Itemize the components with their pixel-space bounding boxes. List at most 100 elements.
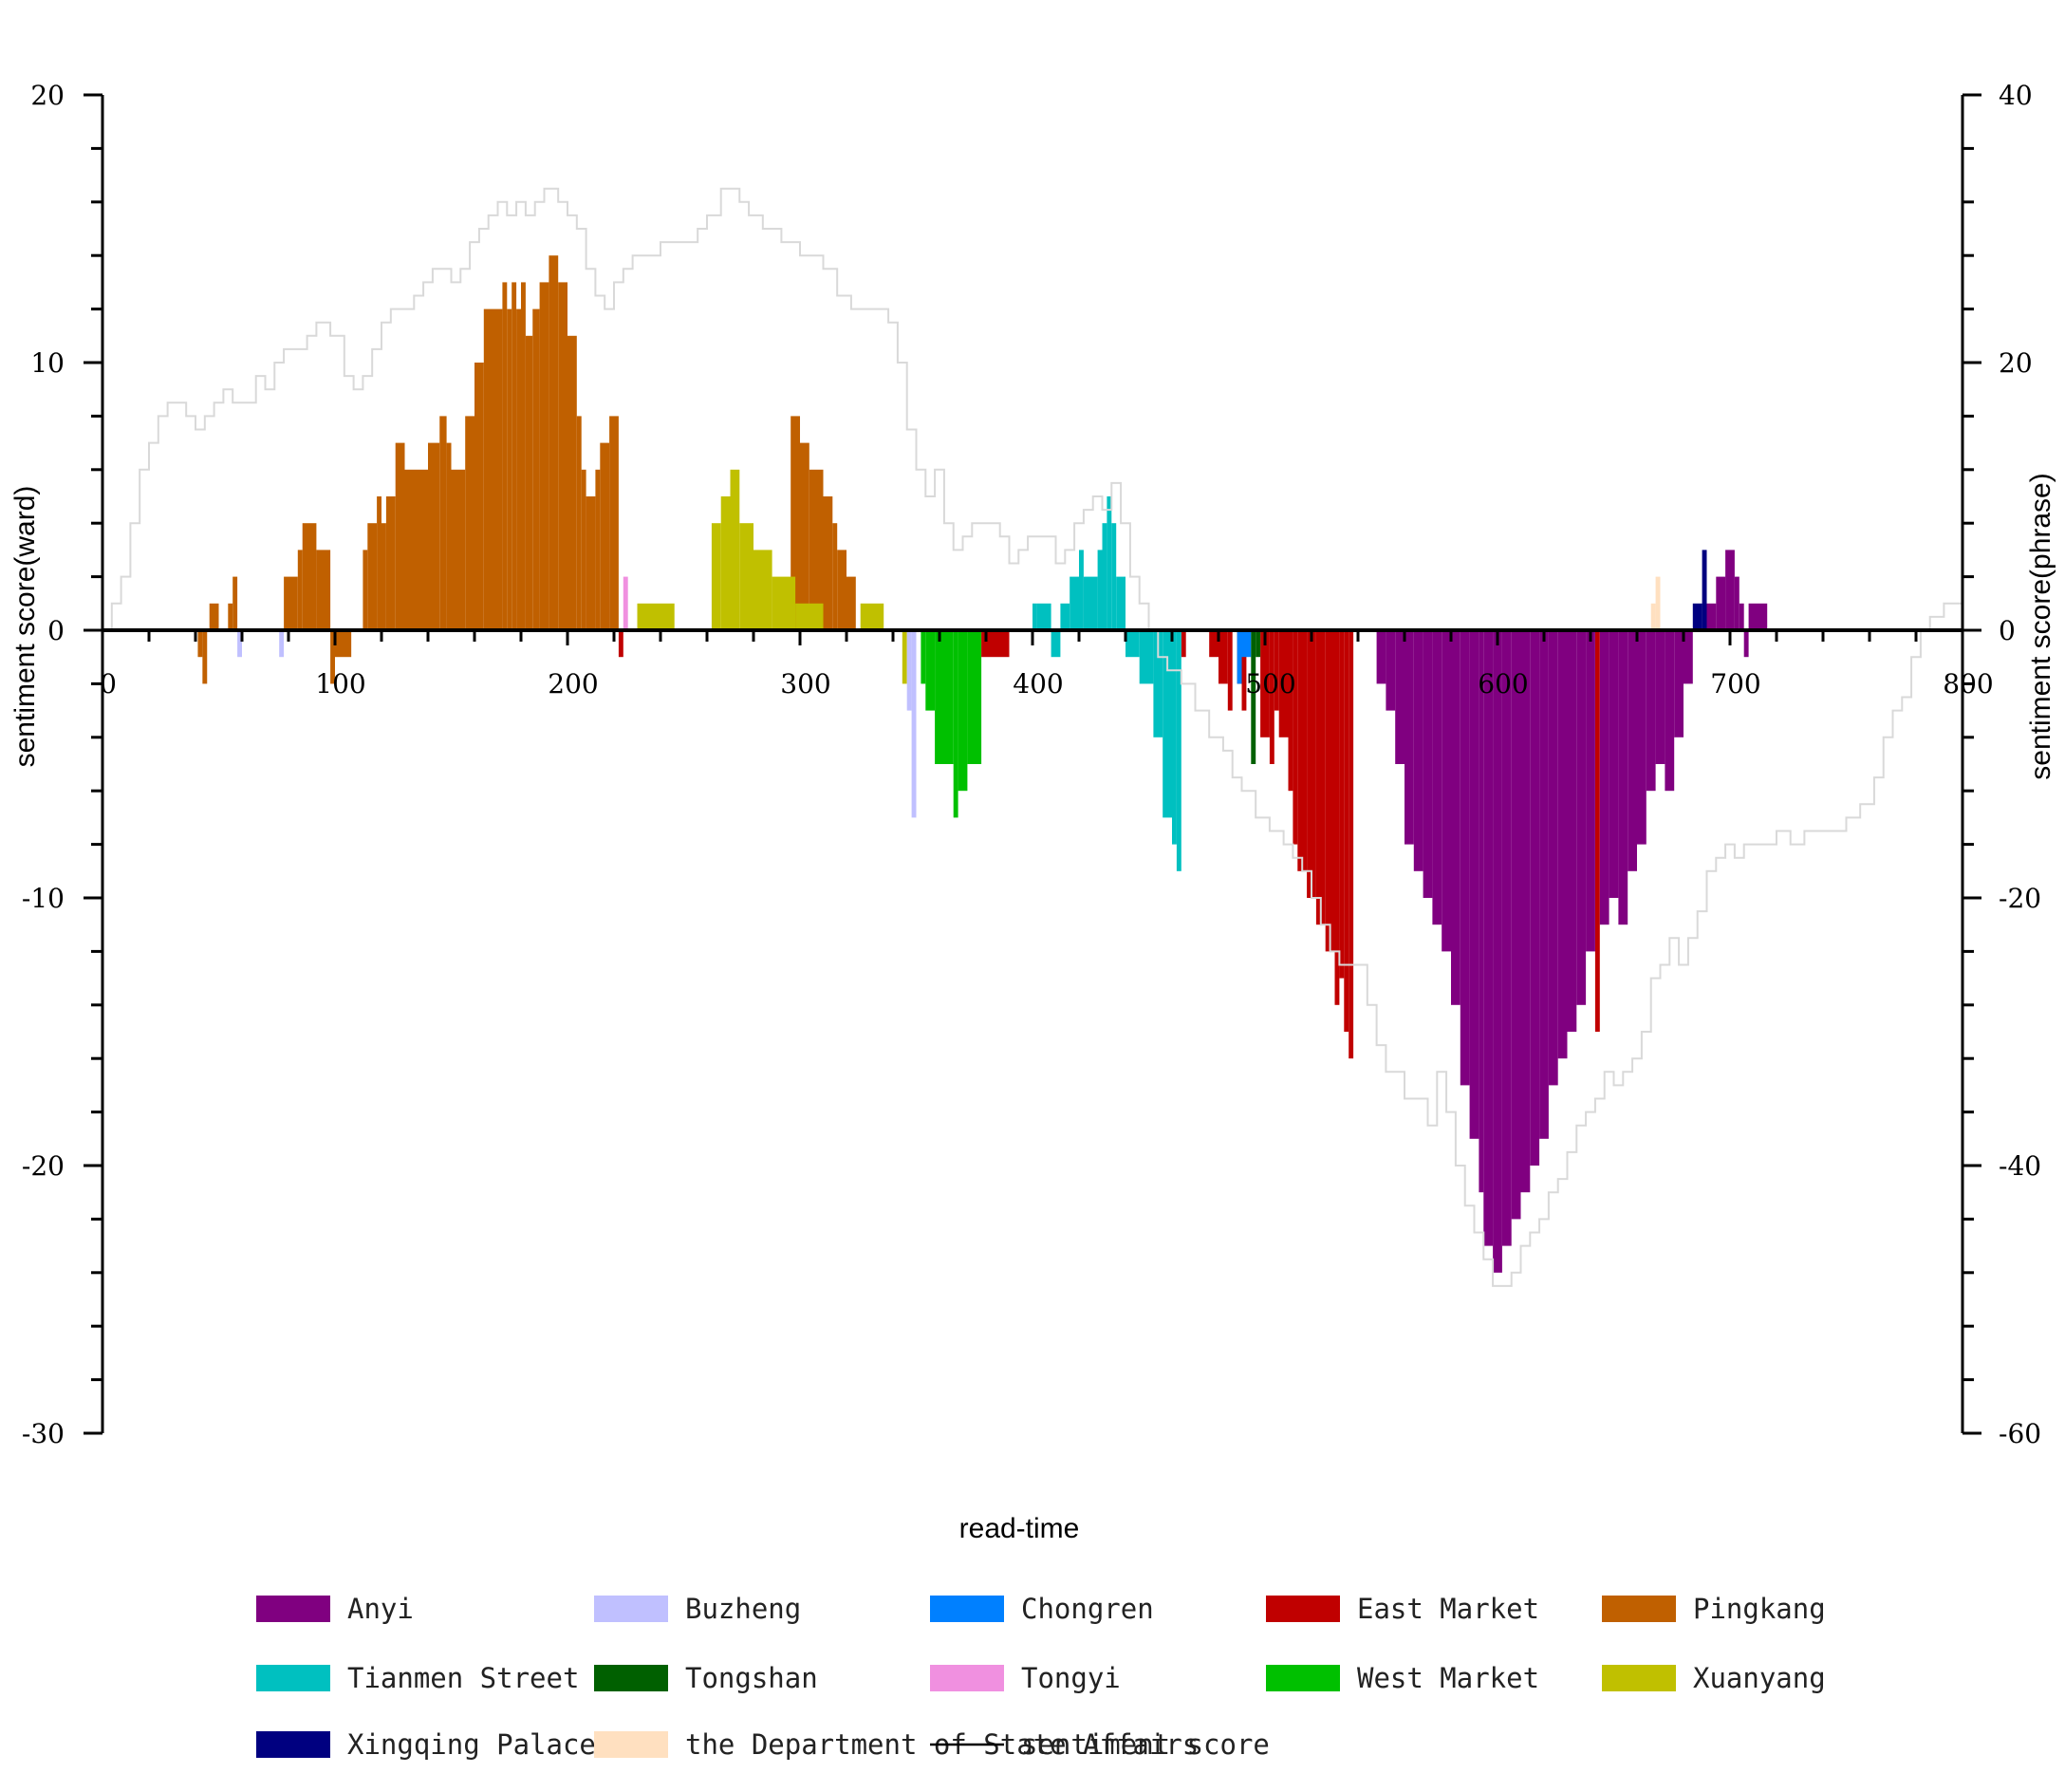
- legend-swatch: [594, 1665, 668, 1691]
- bar-anyi: [1599, 630, 1609, 925]
- bar-pingkang: [567, 335, 577, 630]
- bar-xuanyang: [795, 603, 824, 630]
- legend-swatch: [1602, 1596, 1676, 1622]
- bar-anyi: [1511, 630, 1521, 1220]
- bar-east-market: [1315, 630, 1326, 925]
- x-tick-label: 500: [1245, 668, 1295, 700]
- bar-anyi: [1413, 630, 1423, 871]
- bar-tianmen-street: [1032, 603, 1037, 630]
- x-tick-label: 800: [1943, 668, 1993, 700]
- bar-buzheng: [237, 630, 242, 658]
- bar-pingkang: [791, 416, 800, 630]
- bar-anyi: [1520, 630, 1531, 1193]
- y-left-tick-label: 10: [30, 347, 65, 379]
- bar-pingkang: [404, 469, 428, 630]
- bar-east-market: [1349, 630, 1354, 1059]
- bar-anyi: [1451, 630, 1460, 1005]
- bar-tongshan: [1256, 630, 1261, 658]
- bar-pingkang: [385, 496, 396, 630]
- x-axis-label: read-time: [959, 1513, 1080, 1544]
- bar-pingkang: [516, 308, 521, 630]
- legend-label: Tongshan: [685, 1662, 818, 1694]
- legend-swatch: [594, 1596, 668, 1622]
- legend-swatch: [1266, 1665, 1340, 1691]
- bar-pingkang: [525, 335, 533, 630]
- y-right-tick-label: 20: [1999, 347, 2033, 379]
- y-left-tick-label: -20: [22, 1150, 65, 1182]
- bar-anyi: [1743, 630, 1749, 658]
- legend-label: Anyi: [347, 1593, 414, 1625]
- bar-anyi: [1395, 630, 1405, 764]
- bar-pingkang: [377, 496, 381, 630]
- bar-anyi: [1539, 630, 1549, 1139]
- x-tick-label: 400: [1013, 668, 1063, 700]
- legend-swatch: [1602, 1665, 1676, 1691]
- bar-anyi: [1460, 630, 1470, 1086]
- bar-xuanyang: [860, 603, 884, 630]
- bar-anyi: [1493, 630, 1502, 1273]
- legend-swatch: [1266, 1596, 1340, 1622]
- bar-pingkang: [335, 630, 352, 658]
- bar-pingkang: [439, 416, 447, 630]
- bar-pingkang: [451, 469, 466, 630]
- bar-east-market: [1594, 630, 1600, 1032]
- bar-anyi: [1609, 630, 1619, 898]
- bar-anyi: [1586, 630, 1595, 952]
- x-tick-label: 0: [100, 668, 117, 700]
- bar-anyi: [1655, 630, 1665, 764]
- y-axis-label-left: sentiment score(ward): [9, 486, 41, 768]
- bar-pingkang: [297, 550, 303, 630]
- legend-swatch: [930, 1665, 1004, 1691]
- bar-anyi: [1483, 630, 1494, 1246]
- bar-pingkang: [576, 416, 582, 630]
- bar-pingkang: [521, 282, 526, 630]
- bar-anyi: [1665, 630, 1675, 792]
- bar-pingkang: [330, 630, 335, 684]
- bar-west-market: [958, 630, 968, 792]
- bar-tongyi: [623, 576, 628, 630]
- bar-buzheng: [279, 630, 285, 658]
- bar-pingkang: [228, 603, 233, 630]
- bar-tianmen-street: [1051, 630, 1061, 658]
- bar-pingkang: [512, 282, 517, 630]
- bar-tianmen-street: [1079, 550, 1084, 630]
- bar-tianmen-street: [1102, 523, 1107, 630]
- bar-east-market: [1260, 630, 1270, 737]
- legend-swatch: [594, 1731, 668, 1758]
- bar-anyi: [1628, 630, 1637, 871]
- bar-pingkang: [558, 282, 567, 630]
- bar-pingkang: [367, 523, 378, 630]
- bar-tongshan: [1251, 630, 1256, 764]
- bar-pingkang: [532, 308, 540, 630]
- bar-pingkang: [363, 550, 368, 630]
- bar-east-market: [1293, 630, 1298, 845]
- bar-pingkang: [233, 576, 238, 630]
- legend-label: Pingkang: [1693, 1593, 1826, 1625]
- bar-east-market: [1219, 630, 1228, 684]
- bar-anyi: [1716, 576, 1726, 630]
- bar-anyi: [1469, 630, 1479, 1139]
- bar-east-market: [1297, 630, 1308, 871]
- bar-anyi: [1706, 603, 1717, 630]
- bar-tianmen-street: [1172, 630, 1177, 845]
- bar-pingkang: [316, 550, 331, 630]
- bar-east-market: [1339, 630, 1345, 979]
- bar-east-market: [1241, 630, 1247, 711]
- bar-east-market: [1344, 630, 1349, 1032]
- bar-tianmen-street: [1107, 496, 1112, 630]
- x-tick-label: 200: [548, 668, 598, 700]
- legend-label: Chongren: [1021, 1593, 1154, 1625]
- bar-xuanyang: [753, 550, 772, 630]
- line-layer: [102, 187, 1963, 1287]
- legend: Anyi Buzheng Chongren East Market Pingkang Ti…: [256, 1593, 1826, 1761]
- bar-west-market: [935, 630, 954, 764]
- bar-buzheng: [906, 630, 912, 711]
- bar-pingkang: [549, 255, 559, 630]
- bar-pingkang: [465, 416, 474, 630]
- bar-anyi: [1748, 603, 1768, 630]
- bar-east-market: [1288, 630, 1293, 792]
- legend-label: Xuanyang: [1693, 1662, 1826, 1694]
- y-axis-label-right: sentiment score(phrase): [2025, 473, 2056, 779]
- sentiment-score-line: [102, 187, 1963, 1287]
- legend-swatch: [256, 1665, 330, 1691]
